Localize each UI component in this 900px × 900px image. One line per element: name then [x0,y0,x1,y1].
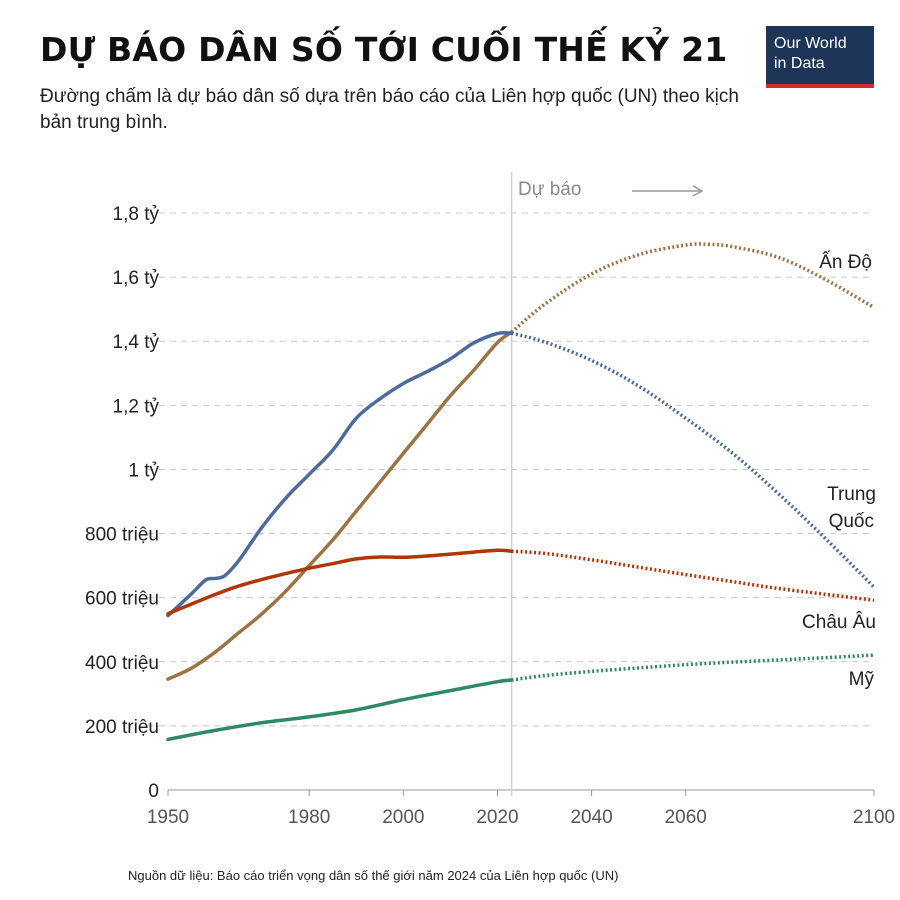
series-label-chau-au: Châu Âu [802,611,876,633]
axes [167,172,875,796]
y-tick-label: 1 tỷ [128,460,159,481]
source-note: Nguồn dữ liệu: Báo cáo triển vọng dân số… [128,868,619,883]
y-tick-label: 800 triệu [85,525,159,546]
x-tick-label: 2000 [382,807,424,828]
y-tick-label: 0 [148,781,159,802]
series-line-trung-quoc-forecast [511,331,876,589]
y-tick-label: 1,6 tỷ [113,268,160,289]
x-tick-label: 2060 [665,807,707,828]
y-tick-label: 1,2 tỷ [113,396,160,417]
series-line-an-do-historical [166,330,514,681]
series-line-trung-quoc-historical [166,330,514,618]
series-label-trung-quoc: Trung Quốc [827,484,876,532]
y-tick-label: 600 triệu [85,589,159,610]
y-tick-label: 400 triệu [85,653,159,674]
chart-subtitle: Đường chấm là dự báo dân số dựa trên báo… [40,86,739,133]
x-tick-label: 2040 [570,807,612,828]
series-label-an-do: Ấn Độ [819,251,872,273]
x-tick-label: 2020 [476,807,518,828]
forecast-label: Dự báo [518,179,581,200]
x-tick-label: 2100 [853,807,895,828]
series-line-my-historical [166,678,514,742]
y-tick-label: 1,4 tỷ [113,332,160,353]
forecast-arrow-icon [632,185,704,197]
series-line-my-forecast [511,653,875,682]
forecast-marker: Dự báo [518,179,704,200]
series-line-chau-au-historical [166,548,514,616]
chart-title: DỰ BÁO DÂN SỐ TỚI CUỐI THẾ KỶ 21 [40,30,728,69]
series-line-chau-au-forecast [511,549,875,602]
series-line-an-do-forecast [510,242,875,334]
y-tick-labels: 0 200 triệu 400 triệu 600 triệu 800 triệu 1 t… [85,204,159,802]
y-tick-label: 200 triệu [85,717,159,738]
x-tick-label: 1980 [288,807,330,828]
logo-line-1: Our World [774,35,847,52]
logo-line-2: in Data [774,55,825,72]
x-tick-labels: 1950 1980 2000 2020 2040 2060 2100 [147,807,895,828]
y-tick-label: 1,8 tỷ [113,204,160,225]
series-labels: Ấn Độ Trung Quốc Châu Âu Mỹ [802,251,876,690]
series-lines [166,242,876,742]
series-label-my: Mỹ [849,669,875,690]
our-world-in-data-logo[interactable]: Our World in Data [766,26,874,88]
x-tick-label: 1950 [147,807,189,828]
